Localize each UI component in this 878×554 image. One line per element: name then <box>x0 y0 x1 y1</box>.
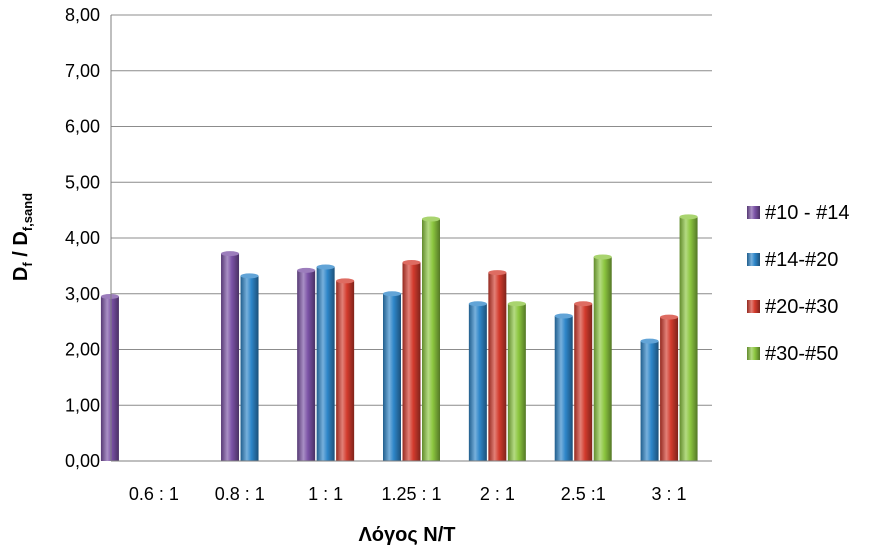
y-tick-label: 7,00 <box>65 61 100 81</box>
y-tick-label: 0,00 <box>65 451 100 471</box>
bar-top <box>640 338 659 344</box>
bar <box>221 253 240 461</box>
x-tick-label: 2.5 :1 <box>561 484 606 504</box>
bar-top <box>554 313 573 319</box>
legend-label: #14-#20 <box>765 249 838 271</box>
x-tick-label: 0.8 : 1 <box>215 484 265 504</box>
bar <box>574 303 593 461</box>
bar-top <box>240 273 259 279</box>
bar-top <box>507 301 526 307</box>
legend-label: #20-#30 <box>765 296 838 318</box>
bar <box>488 272 507 461</box>
bar-top <box>574 301 593 307</box>
x-tick-label: 1.25 : 1 <box>381 484 441 504</box>
bar <box>240 275 259 461</box>
bar-top <box>383 291 401 297</box>
bar <box>402 262 421 461</box>
legend-swatch <box>747 206 760 219</box>
y-tick-label: 5,00 <box>65 172 100 192</box>
bar-top <box>297 267 316 273</box>
y-tick-label: 4,00 <box>65 228 100 248</box>
axes <box>110 15 712 462</box>
bar <box>422 219 440 461</box>
bar-top <box>336 278 355 284</box>
y-axis-title-main: D <box>10 267 32 281</box>
bar <box>100 296 119 461</box>
bar <box>336 280 355 461</box>
x-tick-label: 0.6 : 1 <box>129 484 179 504</box>
x-tick-label: 3 : 1 <box>652 484 687 504</box>
legend-swatch <box>747 253 760 266</box>
bar-top <box>316 264 335 270</box>
legend-label: #30-#50 <box>765 343 838 365</box>
bar-top <box>100 294 119 300</box>
bar <box>660 317 679 461</box>
bar-top <box>422 216 440 222</box>
bar-top <box>488 270 507 276</box>
y-axis-title-sub1: f <box>20 262 35 267</box>
bar-top <box>221 251 240 257</box>
y-tick-label: 3,00 <box>65 284 100 304</box>
bar <box>316 266 335 461</box>
bar <box>554 316 573 461</box>
y-tick-label: 8,00 <box>65 5 100 25</box>
legend-label: #10 - #14 <box>765 202 850 224</box>
legend: #10 - #14 #14-#20 #20-#30 #30-#50 <box>747 202 850 365</box>
x-tick-label: 2 : 1 <box>480 484 515 504</box>
bar <box>297 270 316 461</box>
bar-top <box>679 214 698 220</box>
x-tick-labels: 0.6 : 1 0.8 : 1 1 : 1 1.25 : 1 2 : 1 2.5 :1 3 … <box>129 484 687 504</box>
bar <box>640 341 659 461</box>
legend-swatch <box>747 300 760 313</box>
bar <box>593 256 612 461</box>
bar-top <box>660 314 679 320</box>
y-axis-title: Df / Df,sand <box>10 193 35 281</box>
bar <box>468 303 487 461</box>
x-axis-title: Λόγος N/T <box>358 524 455 546</box>
y-tick-label: 1,00 <box>65 395 100 415</box>
x-tick-label: 1 : 1 <box>308 484 343 504</box>
bar-top <box>468 301 487 307</box>
bar <box>383 293 401 461</box>
y-tick-labels: 0,00 1,00 2,00 3,00 4,00 5,00 6,00 7,00 8,00 <box>65 5 100 471</box>
bar <box>679 216 698 461</box>
bar-top <box>402 260 421 266</box>
y-axis-title-sep: / D <box>10 231 32 262</box>
y-tick-label: 6,00 <box>65 117 100 137</box>
bar <box>507 303 526 461</box>
bars <box>100 214 698 461</box>
y-tick-label: 2,00 <box>65 340 100 360</box>
bar-top <box>593 254 612 260</box>
y-axis-title-sub2: f,sand <box>20 193 35 231</box>
legend-swatch <box>747 347 760 360</box>
